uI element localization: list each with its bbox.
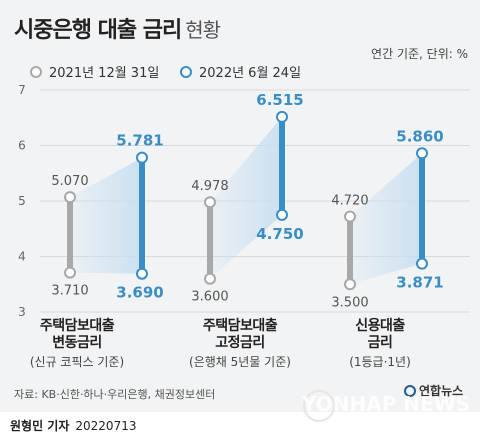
- y-tick-label: 3: [18, 305, 26, 319]
- category-2-line2: 고정금리: [215, 335, 265, 351]
- point-2022-high: [276, 110, 288, 123]
- data-label-2022-high: 5.781: [116, 132, 163, 150]
- point-2022-low: [416, 257, 428, 270]
- point-2022-low: [136, 267, 148, 280]
- legend-label-2022: 2022년 6월 24일: [199, 66, 302, 81]
- data-label-2021-high: 4.720: [331, 194, 368, 209]
- reporter-name: 원형민 기자: [10, 419, 70, 433]
- category-label-3: 신용대출 금리 (1등급·1년): [305, 318, 455, 371]
- watermark: YONHAP NEWS: [302, 392, 471, 416]
- legend-label-2021: 2021년 12월 31일: [49, 66, 160, 81]
- point-2022-high: [416, 147, 428, 160]
- y-tick-label: 7: [18, 83, 26, 97]
- title-sub: 현황: [185, 18, 221, 42]
- range-band: [70, 157, 142, 274]
- category-2-note: (은행채 5년물 기준): [189, 355, 291, 369]
- category-1-line1: 주택담보대출: [39, 318, 115, 334]
- agency-logo-icon: [404, 384, 416, 397]
- data-label-2021-low: 3.710: [51, 284, 88, 299]
- y-tick-label: 6: [18, 139, 26, 153]
- point-2021-low: [64, 266, 76, 279]
- point-2021-high: [64, 191, 76, 204]
- agency-name: 연합뉴스: [419, 384, 464, 398]
- data-label-2021-high: 4.978: [191, 179, 228, 194]
- point-2021-low: [344, 278, 356, 291]
- data-label-2021-low: 3.600: [191, 290, 228, 305]
- publish-date: 20220713: [75, 419, 137, 433]
- category-3-note: (1등급·1년): [349, 355, 411, 369]
- point-2021-high: [204, 196, 216, 209]
- point-2021-high: [344, 210, 356, 223]
- data-label-2021-high: 5.070: [51, 174, 88, 189]
- source-note: 자료: KB·신한·하나·우리은행, 채권정보센터: [14, 388, 216, 401]
- byline: 원형민 기자 20220713: [10, 417, 136, 434]
- agency-logo: 연합뉴스: [404, 382, 463, 399]
- category-1-note: (신규 코픽스 기준): [29, 355, 125, 369]
- chart-title: 시중은행 대출 금리 현황: [14, 12, 221, 44]
- point-2022-low: [276, 208, 288, 221]
- range-band: [350, 153, 422, 285]
- data-label-2022-high: 6.515: [256, 91, 303, 109]
- data-label-2021-low: 3.500: [331, 295, 368, 310]
- data-label-2022-low: 4.750: [256, 225, 303, 243]
- category-1-line2: 변동금리: [52, 335, 102, 351]
- category-label-1: 주택담보대출 변동금리 (신규 코픽스 기준): [2, 318, 152, 371]
- point-2022-high: [136, 151, 148, 164]
- data-label-2022-high: 5.860: [396, 127, 443, 145]
- data-label-2022-low: 3.690: [116, 284, 163, 302]
- category-3-line1: 신용대출: [355, 318, 405, 334]
- chart-plot: 3 4 5 6 7 5.070 3.710 5.781 3.690 4.978 3.600 6.515…: [18, 83, 470, 319]
- range-band: [210, 116, 282, 279]
- watermark-logo-icon: [303, 390, 335, 422]
- data-label-2022-low: 3.871: [396, 274, 443, 292]
- legend-marker-2022: [180, 65, 192, 78]
- category-3-line2: 금리: [367, 335, 393, 351]
- legend-item-2022: 2022년 6월 24일: [180, 62, 301, 81]
- point-2021-low: [204, 272, 216, 285]
- y-tick-label: 4: [18, 250, 26, 264]
- unit-note: 연간 기준, 단위: %: [371, 47, 468, 61]
- category-2-line1: 주택담보대출: [202, 318, 278, 334]
- legend-item-2021: 2021년 12월 31일: [30, 62, 159, 81]
- legend-marker-2021: [30, 65, 42, 78]
- title-main: 시중은행 대출 금리: [14, 18, 182, 43]
- category-label-2: 주택담보대출 고정금리 (은행채 5년물 기준): [165, 318, 315, 371]
- y-tick-label: 5: [18, 194, 26, 208]
